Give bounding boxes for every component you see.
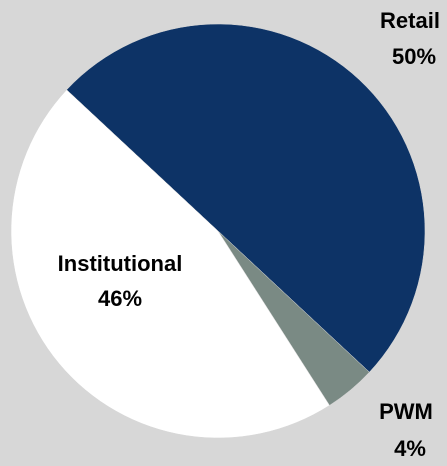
slice-label: Retail [380, 8, 440, 33]
slice-value-label: 4% [394, 436, 426, 461]
slice-label: Institutional [58, 251, 183, 276]
slice-value-label: 50% [392, 44, 436, 69]
slice-value-label: 46% [98, 286, 142, 311]
pie-slice [66, 23, 426, 373]
pie-slice [10, 89, 330, 439]
slice-label: PWM [379, 399, 433, 424]
